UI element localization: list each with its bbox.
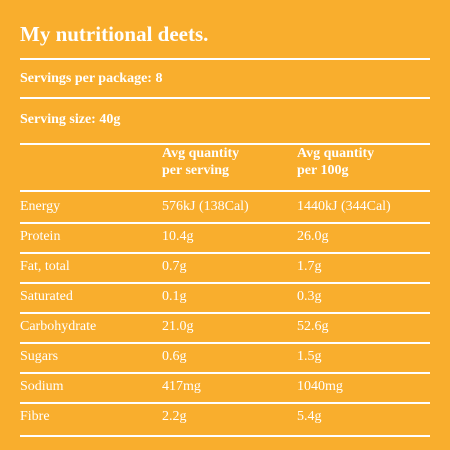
nutrient-value: 417mg [162,379,201,394]
column-header: per 100g [297,163,349,178]
nutrient-value: 21.0g [162,319,194,334]
divider [20,97,430,99]
column-header: per serving [162,163,230,178]
row-divider [20,342,430,344]
nutrient-name: Fat, total [20,259,70,274]
servings-per-package: Servings per package: 8 [20,71,163,86]
row-divider [20,282,430,284]
nutrient-value: 0.6g [162,349,187,364]
column-header: Avg quantity [297,146,375,161]
row-divider [20,252,430,254]
nutrient-value: 0.7g [162,259,187,274]
row-divider [20,402,430,404]
nutrient-value: 26.0g [297,229,329,244]
nutrient-value: 576kJ (138Cal) [162,199,249,214]
row-divider [20,222,430,224]
nutrient-value: 1040mg [297,379,343,394]
nutrient-name: Saturated [20,289,73,304]
divider [20,143,430,145]
nutrient-name: Sodium [20,379,64,394]
nutrient-value: 2.2g [162,409,187,424]
nutrient-name: Sugars [20,349,59,364]
nutrient-value: 0.1g [162,289,187,304]
title: My nutritional deets. [20,22,209,46]
nutrient-value: 52.6g [297,319,329,334]
nutrient-name: Carbohydrate [20,319,97,334]
nutrient-value: 5.4g [297,409,322,424]
divider [20,435,430,437]
nutrient-value: 0.3g [297,289,322,304]
row-divider [20,372,430,374]
column-header: Avg quantity [162,146,240,161]
nutrient-name: Energy [20,199,61,214]
divider [20,190,430,192]
serving-size: Serving size: 40g [20,112,121,127]
nutrient-value: 1440kJ (344Cal) [297,199,391,214]
divider [20,58,430,60]
nutrient-value: 1.5g [297,349,322,364]
nutrient-name: Protein [20,229,61,244]
row-divider [20,312,430,314]
nutrient-value: 10.4g [162,229,194,244]
nutrient-value: 1.7g [297,259,322,274]
nutrient-name: Fibre [20,409,50,424]
